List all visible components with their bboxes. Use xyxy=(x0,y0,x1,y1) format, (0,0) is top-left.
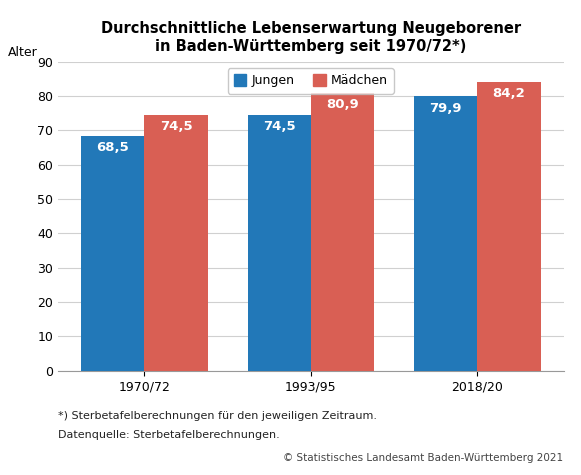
Text: © Statistisches Landesamt Baden-Württemberg 2021: © Statistisches Landesamt Baden-Württemb… xyxy=(284,453,564,463)
Text: 68,5: 68,5 xyxy=(96,141,129,154)
Text: Alter: Alter xyxy=(8,46,37,59)
Text: 74,5: 74,5 xyxy=(160,121,192,133)
Text: 84,2: 84,2 xyxy=(493,87,525,100)
Text: *) Sterbetafelberechnungen für den jeweiligen Zeitraum.: *) Sterbetafelberechnungen für den jewei… xyxy=(58,411,377,421)
Bar xyxy=(248,115,311,370)
Bar xyxy=(144,115,207,370)
Title: Durchschnittliche Lebenserwartung Neugeborener
in Baden-Württemberg seit 1970/72: Durchschnittliche Lebenserwartung Neugeb… xyxy=(101,21,521,54)
Legend: Jungen, Mädchen: Jungen, Mädchen xyxy=(228,68,394,94)
Text: 79,9: 79,9 xyxy=(429,102,462,115)
Bar xyxy=(81,135,144,370)
Bar xyxy=(414,96,478,370)
Bar xyxy=(311,93,374,371)
Text: 74,5: 74,5 xyxy=(263,121,296,133)
Bar xyxy=(478,82,540,371)
Text: Datenquelle: Sterbetafelberechnungen.: Datenquelle: Sterbetafelberechnungen. xyxy=(58,430,280,440)
Text: 80,9: 80,9 xyxy=(326,98,359,112)
